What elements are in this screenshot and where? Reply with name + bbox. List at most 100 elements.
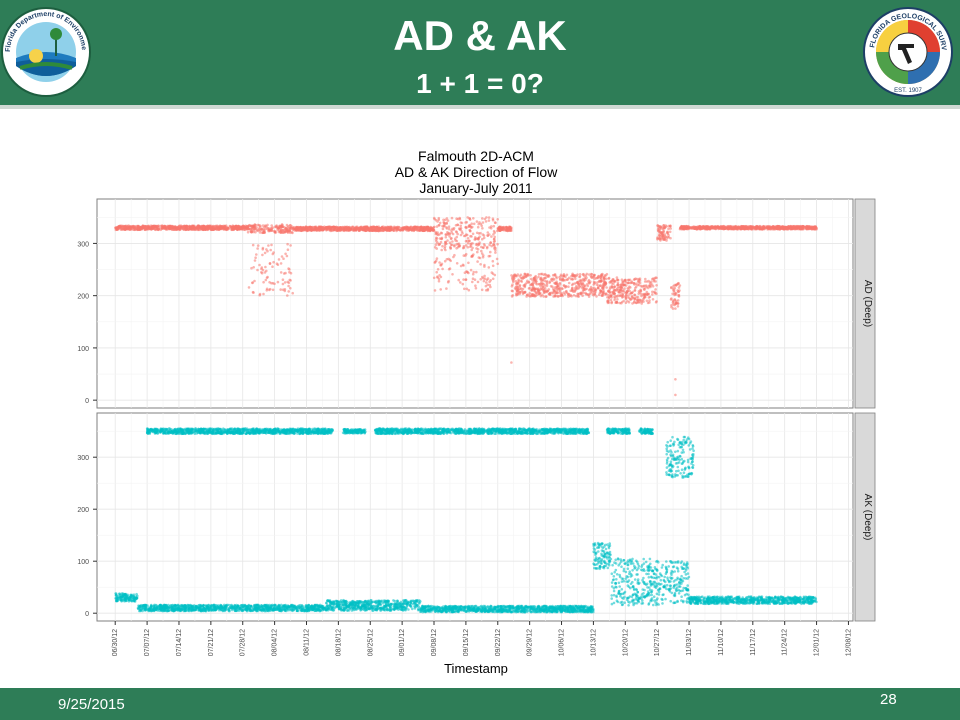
data-point [674, 307, 677, 310]
data-point [349, 228, 352, 232]
data-point [716, 226, 720, 229]
data-point [471, 280, 474, 284]
data-point [436, 241, 439, 244]
data-point [683, 227, 686, 230]
data-point [412, 229, 416, 233]
data-point [371, 226, 375, 230]
data-point [232, 225, 235, 228]
data-point [258, 263, 261, 267]
data-point [332, 229, 335, 232]
data-point [487, 216, 491, 219]
data-point [399, 226, 403, 230]
data-point [534, 274, 537, 278]
y-tick-label: 200 [77, 507, 89, 514]
data-point [624, 284, 628, 287]
data-point [488, 280, 491, 284]
data-point [447, 279, 450, 283]
data-point [266, 223, 269, 227]
data-point [433, 217, 436, 221]
data-point [434, 230, 437, 234]
data-point [633, 300, 636, 303]
data-point [660, 225, 664, 229]
data-point [157, 228, 161, 231]
data-point [146, 225, 150, 228]
data-point [545, 280, 549, 283]
data-point [593, 277, 596, 281]
data-point [262, 292, 265, 296]
data-point [246, 227, 249, 231]
data-point [363, 226, 366, 230]
data-point [651, 293, 654, 296]
data-point [485, 281, 488, 284]
data-point [165, 228, 169, 231]
data-point [583, 284, 587, 288]
data-point [433, 225, 436, 229]
data-point [153, 227, 157, 231]
data-point [485, 216, 488, 219]
data-point [538, 292, 541, 296]
data-point [747, 227, 750, 231]
data-point [336, 226, 340, 229]
data-point [576, 281, 580, 285]
data-point [731, 227, 734, 230]
data-point [357, 226, 361, 230]
data-point [595, 283, 599, 286]
data-point [492, 243, 495, 247]
data-point [261, 248, 265, 251]
data-point [590, 276, 594, 280]
data-point [602, 283, 606, 287]
data-point [263, 251, 267, 255]
data-point [461, 282, 465, 286]
data-point [564, 275, 567, 279]
data-point [561, 277, 564, 280]
data-point [548, 281, 551, 285]
data-point [416, 225, 419, 229]
data-point [271, 252, 275, 256]
data-point [332, 225, 336, 229]
data-point [243, 228, 247, 232]
data-point [466, 216, 470, 219]
data-point [644, 277, 647, 281]
data-point [737, 226, 741, 229]
data-point [643, 288, 646, 292]
data-point [517, 281, 520, 284]
data-point [648, 299, 651, 302]
data-point [623, 278, 627, 282]
data-point [421, 226, 424, 229]
data-point [528, 292, 531, 295]
data-point [700, 226, 704, 230]
data-point [489, 285, 492, 289]
data-point [619, 294, 622, 297]
data-point [537, 273, 541, 276]
data-point [467, 261, 470, 265]
panel-background [96, 412, 854, 622]
data-point [603, 293, 607, 296]
data-point [476, 250, 479, 254]
data-point [270, 243, 273, 247]
data-point [480, 249, 483, 253]
data-point [212, 228, 215, 231]
data-point [481, 227, 484, 230]
data-point [278, 224, 282, 228]
data-point [344, 228, 348, 232]
data-point [622, 283, 625, 287]
data-point [301, 226, 304, 230]
data-point [552, 278, 556, 281]
data-point [525, 293, 529, 297]
data-point [131, 225, 135, 229]
data-point [395, 226, 399, 229]
data-point [483, 277, 487, 281]
data-point [540, 282, 543, 286]
florida-geological-survey-seal-icon: FLORIDA GEOLOGICAL SURVEY EST. 1907 [862, 6, 953, 97]
data-point [506, 226, 509, 230]
data-point [128, 226, 131, 229]
data-point [285, 254, 289, 258]
data-point [253, 223, 256, 227]
data-point [664, 224, 667, 227]
data-point [276, 263, 280, 267]
data-point [425, 228, 429, 231]
data-point [184, 227, 188, 230]
data-point [585, 276, 588, 280]
data-point [256, 244, 260, 247]
data-point [479, 231, 482, 235]
